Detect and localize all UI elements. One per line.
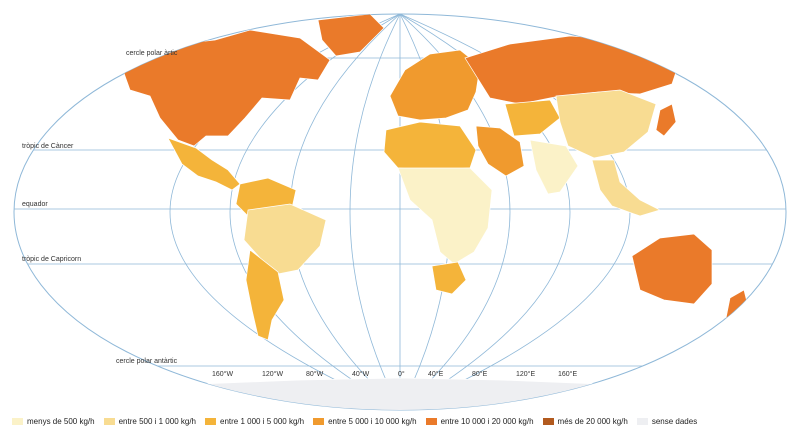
lon-label: 120°W: [262, 370, 283, 378]
region-southeast-asia: [591, 159, 661, 217]
lat-label-capricorn: tròpic de Capricorn: [22, 256, 81, 263]
region-greenland: [317, 14, 385, 57]
legend-item: més de 20 000 kg/h: [542, 416, 628, 426]
lon-label: 0°: [398, 370, 405, 378]
region-mexico-central-america: [167, 137, 241, 191]
region-argentina-chile: [245, 249, 285, 341]
lat-label-cancer: tròpic de Càncer: [22, 143, 74, 150]
legend-swatch: [425, 417, 437, 425]
longitude-labels: 160°W 120°W 80°W 40°W 0° 40°E 80°E 120°E…: [212, 370, 577, 378]
legend-label: entre 500 i 1 000 kg/h: [118, 416, 196, 426]
legend-swatch: [542, 417, 554, 425]
region-south-africa: [431, 261, 467, 295]
region-brazil: [243, 203, 327, 275]
region-india: [529, 139, 579, 195]
legend-label: menys de 500 kg/h: [27, 416, 95, 426]
lon-label: 120°E: [516, 370, 535, 378]
legend: menys de 500 kg/h entre 500 i 1 000 kg/h…: [12, 409, 798, 433]
region-japan: [655, 103, 677, 137]
legend-item: entre 500 i 1 000 kg/h: [103, 416, 196, 426]
region-sub-saharan-africa: [397, 167, 493, 265]
legend-item: entre 5 000 i 10 000 kg/h: [313, 417, 417, 426]
lon-label: 40°W: [352, 370, 370, 378]
legend-item: sense dades: [636, 416, 698, 426]
region-europe: [389, 49, 481, 121]
legend-item: entre 1 000 i 5 000 kg/h: [205, 417, 304, 426]
lon-label: 80°W: [306, 370, 324, 378]
legend-label: entre 1 000 i 5 000 kg/h: [220, 416, 305, 426]
legend-swatch: [103, 417, 115, 425]
region-north-america: [119, 29, 331, 147]
legend-label: més de 20 000 kg/h: [557, 416, 628, 426]
legend-label: entre 10 000 i 20 000 kg/h: [440, 416, 534, 426]
lat-label-equator: equador: [22, 201, 48, 208]
lon-label: 40°E: [428, 370, 444, 378]
region-middle-east: [475, 125, 525, 177]
region-china: [555, 89, 657, 159]
legend-swatch: [205, 417, 216, 425]
lon-label: 80°E: [472, 370, 488, 378]
legend-label: sense dades: [651, 416, 698, 426]
legend-item: menys de 500 kg/h: [12, 417, 95, 426]
region-north-africa: [383, 121, 477, 171]
legend-swatch: [12, 417, 23, 425]
lon-label: 160°W: [212, 370, 233, 378]
latitude-labels: cercle polar àrtic tròpic de Càncer equa…: [22, 50, 178, 365]
lon-label: 160°E: [558, 370, 577, 378]
legend-swatch: [636, 417, 648, 425]
lat-label-antarctic: cercle polar antàrtic: [116, 358, 178, 365]
legend-swatch: [313, 417, 325, 425]
region-central-asia: [504, 99, 561, 137]
legend-item: entre 10 000 i 20 000 kg/h: [425, 416, 534, 426]
legend-label: entre 5 000 i 10 000 kg/h: [328, 416, 417, 426]
lat-label-arctic: cercle polar àrtic: [126, 50, 178, 57]
region-australia: [631, 233, 713, 305]
